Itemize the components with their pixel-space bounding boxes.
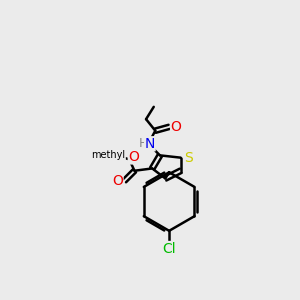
Text: Cl: Cl xyxy=(162,242,176,256)
Text: O: O xyxy=(112,174,123,188)
Text: N: N xyxy=(145,137,155,151)
Text: S: S xyxy=(184,151,193,165)
Text: H: H xyxy=(138,137,148,150)
Text: O: O xyxy=(171,120,182,134)
Text: methyl: methyl xyxy=(91,150,125,160)
Text: O: O xyxy=(128,150,139,164)
